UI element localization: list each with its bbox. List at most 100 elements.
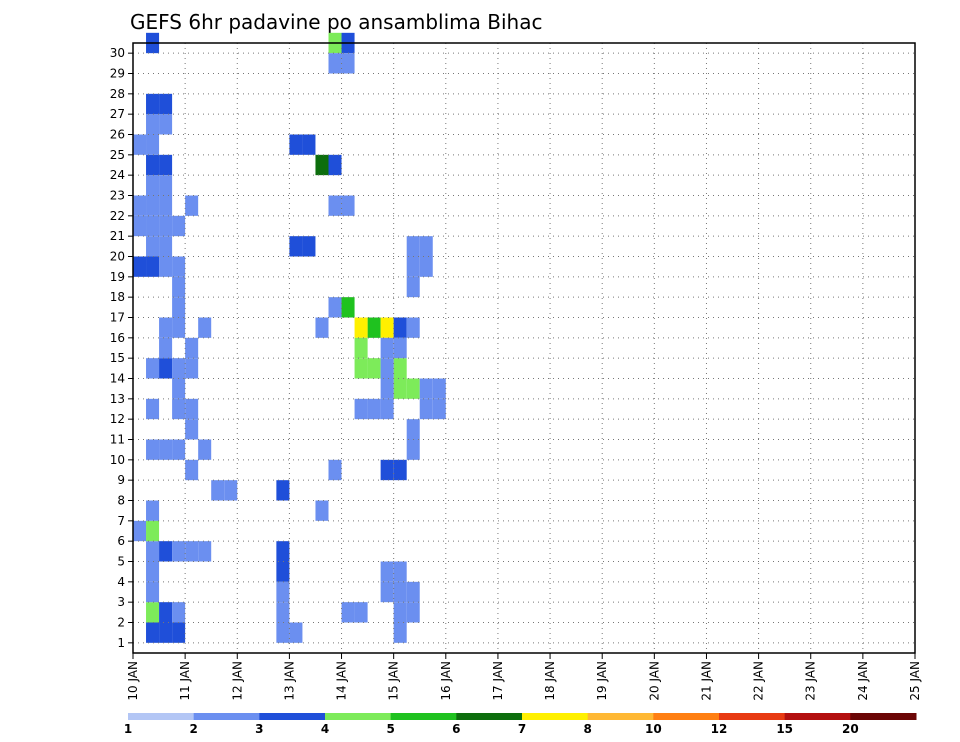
heatmap-cell (341, 53, 355, 74)
x-tick-label: 10 JAN (126, 661, 140, 701)
heatmap-cell (146, 581, 160, 603)
y-tick-label: 5 (117, 555, 125, 569)
heatmap-cell (406, 236, 420, 257)
x-tick-label: 15 JAN (387, 661, 401, 701)
heatmap-cell (146, 114, 160, 135)
heatmap-cell (224, 480, 238, 501)
y-tick-label: 17 (110, 311, 125, 325)
x-tick-label: 11 JAN (178, 661, 192, 701)
heatmap-cell (393, 337, 407, 359)
colorbar-label: 20 (842, 722, 859, 736)
heatmap-cell (393, 459, 407, 481)
heatmap-cell (133, 195, 147, 216)
y-tick-label: 27 (110, 107, 125, 121)
heatmap-cell (146, 195, 160, 216)
heatmap-cell (406, 317, 420, 338)
heatmap-cell (354, 317, 368, 338)
x-tick-label: 17 JAN (491, 661, 505, 701)
y-tick-label: 18 (110, 290, 125, 304)
colorbar-label: 4 (321, 722, 329, 736)
y-tick-label: 30 (110, 46, 125, 60)
heatmap-cell (159, 114, 173, 135)
heatmap-cell (328, 297, 342, 318)
x-tick-label: 13 JAN (282, 661, 296, 701)
heatmap-cell (185, 398, 199, 420)
colorbar-label: 15 (776, 722, 793, 736)
y-axis-ticks: 1234567891011121314151617181920212223242… (110, 46, 133, 650)
heatmap-cell (185, 358, 199, 379)
heatmap-cell (406, 439, 420, 460)
y-tick-label: 15 (110, 351, 125, 365)
heatmap-cell (172, 256, 186, 277)
y-tick-label: 6 (117, 534, 125, 548)
heatmap-cell (159, 337, 173, 359)
heatmap-cell (393, 561, 407, 582)
y-tick-label: 8 (117, 494, 125, 508)
heatmap-cell (328, 459, 342, 481)
heatmap-cell (172, 317, 186, 338)
y-tick-label: 12 (110, 412, 125, 426)
heatmap-cell (146, 134, 160, 155)
y-tick-label: 19 (110, 270, 125, 284)
x-tick-label: 12 JAN (230, 661, 244, 701)
y-tick-label: 24 (110, 168, 125, 182)
colorbar-swatch (390, 713, 457, 720)
heatmap-cell (354, 398, 368, 420)
heatmap-cell (328, 53, 342, 74)
heatmap-cell (328, 195, 342, 216)
heatmap-cell (315, 154, 329, 176)
heatmap-cell (276, 561, 290, 582)
heatmap-cell (289, 236, 303, 257)
heatmap-cell (380, 561, 394, 582)
y-tick-label: 25 (110, 148, 125, 162)
heatmap-cell (393, 378, 407, 399)
heatmap-cell (185, 459, 199, 481)
heatmap-cell (172, 622, 186, 643)
y-tick-label: 10 (110, 453, 125, 467)
heatmap-cell (380, 358, 394, 379)
heatmap-cell (159, 602, 173, 623)
y-tick-label: 14 (110, 372, 125, 386)
colorbar-swatch (456, 713, 523, 720)
heatmap-cell (159, 195, 173, 216)
x-tick-label: 16 JAN (439, 661, 453, 701)
heatmap-cell (406, 602, 420, 623)
heatmap-cell (146, 358, 160, 379)
heatmap-cell (380, 317, 394, 338)
heatmap-cell (380, 378, 394, 399)
colorbar-swatch (719, 713, 786, 720)
heatmap-cell (159, 622, 173, 643)
heatmap-cell (367, 358, 381, 379)
heatmap-cell (419, 236, 433, 257)
y-tick-label: 26 (110, 128, 125, 142)
heatmap-cell (393, 358, 407, 379)
heatmap-cell (380, 398, 394, 420)
x-axis-ticks: 10 JAN 11 JAN 12 JAN 13 JAN 14 JAN 15 JAN 16 J… (126, 653, 922, 701)
heatmap-cell (172, 297, 186, 318)
heatmap-cell (133, 134, 147, 155)
y-tick-label: 2 (117, 616, 125, 630)
heatmap-cell (172, 215, 186, 237)
heatmap-cell (172, 541, 186, 562)
x-tick-label: 21 JAN (699, 661, 713, 701)
heatmap-cell (146, 154, 160, 176)
y-tick-label: 29 (110, 67, 125, 81)
heatmap-cell (406, 276, 420, 298)
heatmap-cell (185, 195, 199, 216)
y-tick-label: 23 (110, 189, 125, 203)
heatmap-cell (328, 154, 342, 176)
heatmap-cell (380, 337, 394, 359)
heatmap-cell (146, 175, 160, 196)
heatmap-cell (211, 480, 225, 501)
y-tick-label: 16 (110, 331, 125, 345)
heatmap-cell (276, 480, 290, 501)
x-tick-label: 19 JAN (595, 661, 609, 701)
heatmap-cell (367, 317, 381, 338)
colorbar-swatch (193, 713, 260, 720)
colorbar-swatch (784, 713, 851, 720)
heatmap-cell (172, 398, 186, 420)
colorbar-swatch (587, 713, 654, 720)
heatmap-cell (133, 256, 147, 277)
heatmap-cell (146, 602, 160, 623)
heatmap-cell (198, 541, 212, 562)
